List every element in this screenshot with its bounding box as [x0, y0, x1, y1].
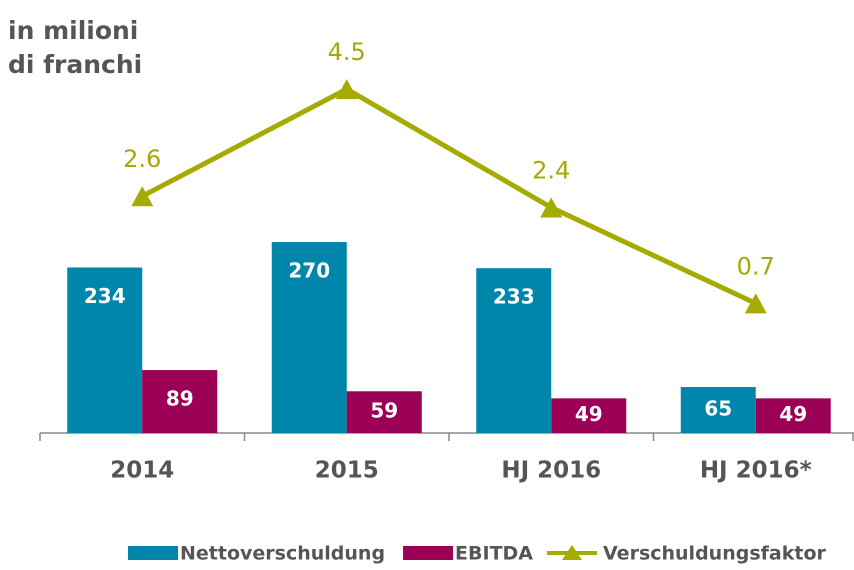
line-marker: [744, 293, 767, 314]
line-marker: [335, 79, 358, 100]
bar: [271, 242, 347, 433]
line-series: [141, 86, 757, 306]
bar-value-label: 233: [493, 285, 535, 309]
bar: [346, 391, 422, 433]
bar: [67, 267, 143, 433]
chart-title: in milioni di franchi: [8, 16, 143, 79]
line-value-label: 0.7: [737, 252, 775, 280]
x-tick-label: HJ 2016*: [700, 458, 812, 484]
bar: [551, 398, 627, 433]
bar: [142, 370, 218, 433]
bar-value-label: 49: [575, 402, 603, 426]
bar-value-label: 270: [288, 259, 330, 283]
bar: [476, 268, 552, 433]
line-marker: [131, 186, 154, 207]
legend-swatch: [128, 546, 178, 560]
bar: [755, 398, 831, 433]
bar: [680, 387, 756, 433]
x-tick-label: 2014: [110, 458, 174, 484]
legend-label: EBITDA: [455, 543, 533, 565]
x-tick-label: 2015: [315, 458, 379, 484]
legend-label: Nettoverschuldung: [180, 543, 385, 565]
bar-value-label: 234: [84, 284, 126, 308]
bar-value-label: 59: [370, 399, 398, 423]
x-tick-label: HJ 2016: [501, 458, 601, 484]
line-marker: [540, 197, 563, 218]
legend-swatch-marker: [562, 545, 583, 560]
bar-value-label: 89: [166, 387, 194, 411]
bar-value-label: 65: [704, 397, 732, 421]
line-value-label: 2.6: [123, 145, 161, 173]
line-value-label: 4.5: [328, 38, 366, 66]
legend-swatch: [403, 546, 454, 560]
line-value-label: 2.4: [532, 156, 570, 184]
bar-value-label: 49: [779, 402, 807, 426]
legend-label: Verschuldungsfaktor: [603, 543, 826, 565]
